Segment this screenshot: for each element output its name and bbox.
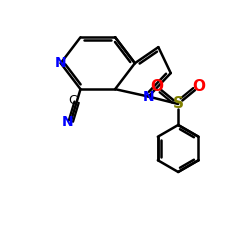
Text: N: N xyxy=(55,56,66,70)
Text: O: O xyxy=(193,79,206,94)
Text: N: N xyxy=(143,90,154,104)
Text: O: O xyxy=(151,79,164,94)
Text: C: C xyxy=(68,94,76,108)
Text: S: S xyxy=(173,96,184,112)
Text: N: N xyxy=(62,115,73,129)
